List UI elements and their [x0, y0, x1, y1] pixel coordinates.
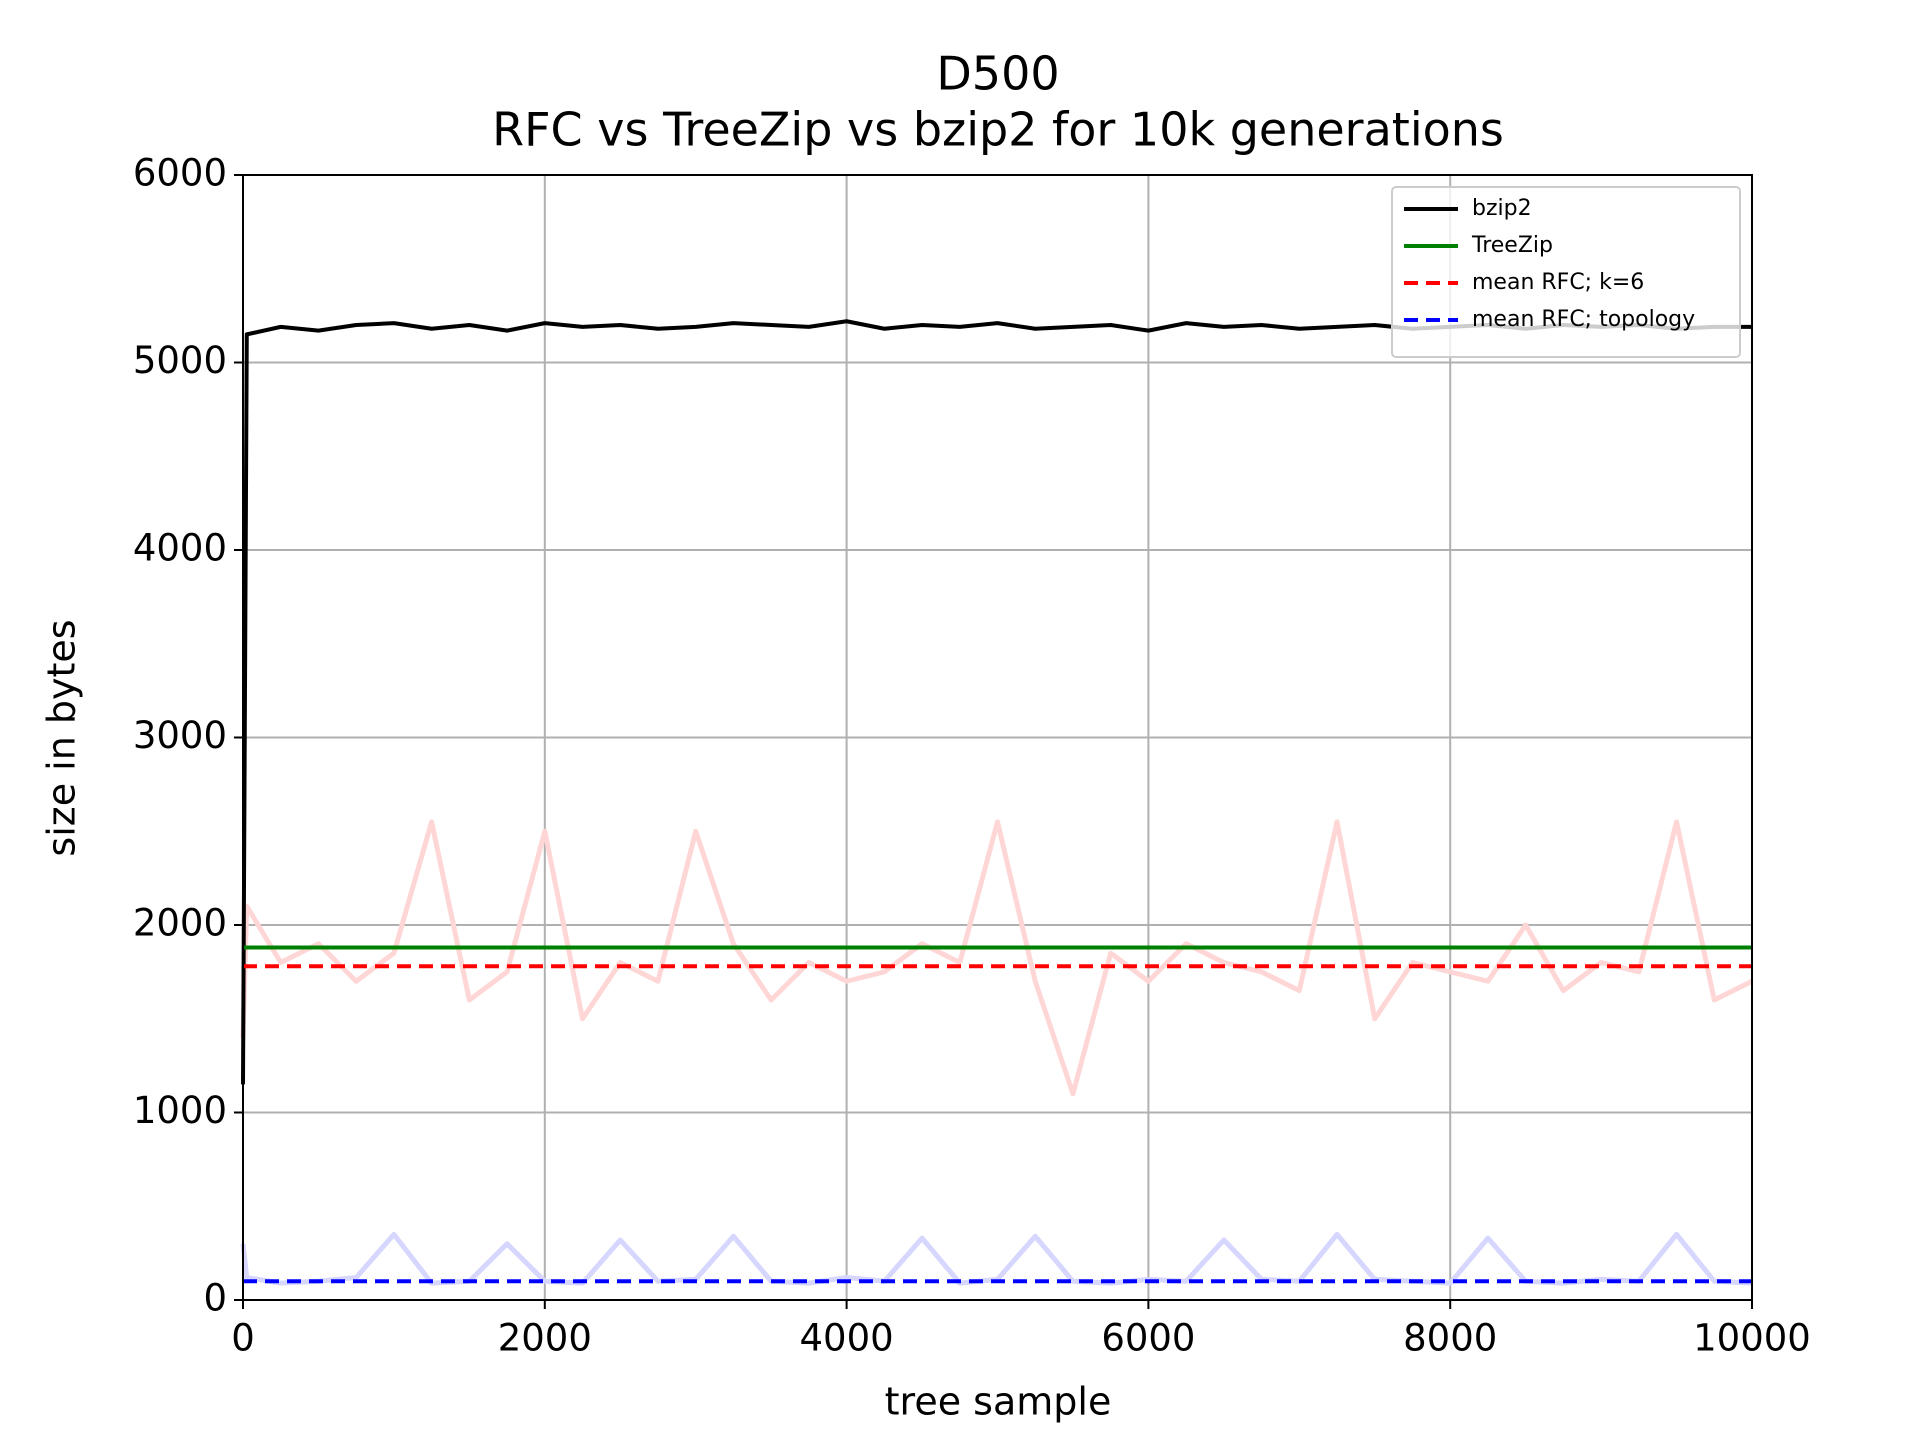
- y-tick-label: 6000: [133, 152, 227, 195]
- x-axis-label: tree sample: [885, 1380, 1112, 1424]
- y-tick-label: 5000: [133, 339, 227, 382]
- plot-frame: [242, 174, 1753, 1301]
- x-tick-label: 8000: [1403, 1317, 1497, 1360]
- legend-label: mean RFC; k=6: [1472, 270, 1644, 295]
- series-line: [240, 1231, 1753, 1286]
- series-line: [241, 319, 1752, 1085]
- y-tick-label: 4000: [133, 527, 227, 570]
- legend-box: [1391, 186, 1741, 358]
- legend-label: mean RFC; topology: [1472, 307, 1695, 332]
- series-line: [240, 819, 1754, 1097]
- y-tick-label: 3000: [133, 714, 227, 757]
- legend-label: bzip2: [1472, 196, 1532, 221]
- y-tick-label: 2000: [133, 902, 227, 945]
- chart-subtitle: RFC vs TreeZip vs bzip2 for 10k generati…: [492, 103, 1504, 157]
- x-tick-label: 10000: [1693, 1317, 1811, 1360]
- x-tick-label: 2000: [498, 1317, 592, 1360]
- x-tick-label: 0: [231, 1317, 255, 1360]
- x-tick-label: 6000: [1101, 1317, 1195, 1360]
- legend-label: TreeZip: [1471, 233, 1553, 258]
- y-tick-label: 0: [203, 1277, 227, 1320]
- x-tick-label: 4000: [800, 1317, 894, 1360]
- y-axis-label: size in bytes: [40, 619, 84, 856]
- chart-title: D500: [936, 47, 1059, 101]
- y-tick-label: 1000: [133, 1089, 227, 1132]
